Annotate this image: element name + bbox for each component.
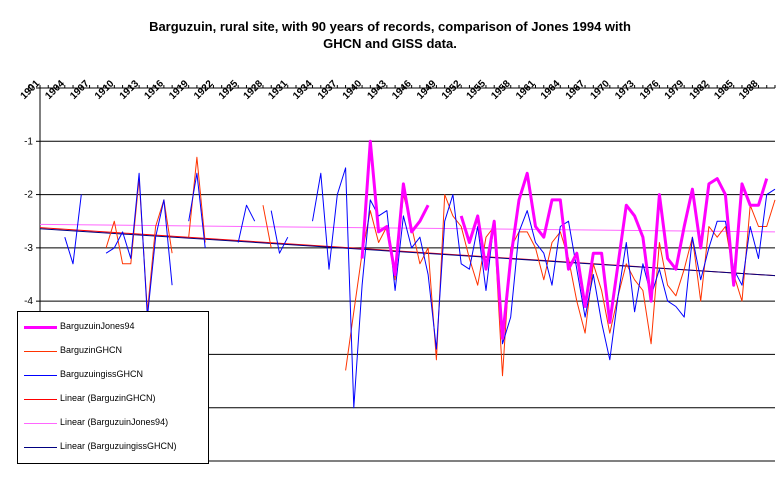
x-tick-label: 1955 (465, 78, 489, 102)
y-tick-label: -3 (24, 243, 33, 254)
series-line-barguzinghcn (188, 156, 206, 243)
series-lines (39, 139, 776, 409)
x-tick-label: 1922 (192, 78, 216, 102)
x-tick-label: 1988 (737, 78, 761, 102)
x-tick-label: 1979 (663, 78, 687, 102)
series-line-barguzuingissghcn (270, 210, 289, 254)
x-tick-label: 1973 (613, 78, 637, 102)
x-tick-label: 1976 (638, 78, 662, 102)
legend-swatch-linear-ghcn (24, 399, 57, 400)
x-tick-labels: 1901 1904 1907 1910 1913 1916 1919 1922 1925 1928… (19, 78, 761, 102)
x-tick-label: 1943 (365, 78, 389, 102)
legend-item-linear-jones94: Linear (BarguzuinJones94) (18, 414, 208, 434)
legend-label-linear-jones94: Linear (BarguzuinJones94) (60, 417, 169, 427)
chart-title-line-1: Barguzuin, rural site, with 90 years of … (149, 19, 631, 34)
y-tick-label: -4 (24, 296, 33, 307)
x-tick-label: 1934 (291, 78, 315, 102)
legend-label-jones94: BarguzuinJones94 (60, 321, 135, 331)
legend-swatch-linear-giss (24, 447, 57, 448)
legend-item-giss: BarguzuingissGHCN (18, 366, 208, 386)
legend-swatch-jones94 (24, 326, 57, 329)
legend-label-linear-ghcn: Linear (BarguzinGHCN) (60, 393, 156, 403)
x-tick-label: 1952 (440, 78, 464, 102)
series-line-barguzinghcn (345, 194, 776, 377)
x-tick-label: 1919 (167, 78, 191, 102)
x-tick-label: 1985 (712, 78, 736, 102)
x-tick-label: 1982 (688, 78, 712, 102)
series-line-barguzinghcn (262, 205, 272, 248)
legend-swatch-ghcn (24, 351, 57, 352)
series-line-barguzuingissghcn (105, 172, 173, 318)
legend-label-ghcn: BarguzinGHCN (60, 345, 123, 355)
axes (36, 85, 776, 462)
legend-item-jones94: BarguzuinJones94 (18, 318, 208, 338)
x-tick-label: 1961 (514, 78, 538, 102)
legend-label-giss: BarguzuingissGHCN (60, 369, 144, 379)
legend-swatch-linear-jones94 (24, 423, 57, 424)
chart-legend: BarguzuinJones94 BarguzinGHCN Barguzuing… (17, 311, 209, 464)
x-tick-label: 1967 (564, 78, 588, 102)
legend-item-linear-giss: Linear (BarguzuingissGHCN) (18, 438, 208, 458)
y-tick-label: -1 (24, 136, 33, 147)
x-tick-label: 1931 (266, 78, 290, 102)
y-tick-label: 0 (27, 83, 33, 94)
chart-title-line-2: GHCN and GISS data. (323, 36, 457, 51)
series-line-barguzuingissghcn (64, 194, 82, 265)
legend-swatch-giss (24, 375, 57, 376)
x-tick-label: 1916 (142, 78, 166, 102)
x-tick-label: 1937 (316, 78, 340, 102)
x-tick-label: 1901 (19, 78, 43, 102)
x-tick-label: 1907 (68, 78, 92, 102)
x-tick-label: 1925 (217, 78, 241, 102)
series-line-barguzuinjones94 (360, 139, 430, 276)
legend-item-linear-ghcn: Linear (BarguzinGHCN) (18, 390, 208, 410)
legend-item-ghcn: BarguzinGHCN (18, 342, 208, 362)
x-tick-label: 1964 (539, 78, 563, 102)
x-tick-label: 1910 (93, 78, 117, 102)
x-tick-label: 1904 (43, 78, 67, 102)
series-line-barguzuinjones94 (459, 171, 769, 340)
series-line-barguzuingissghcn (237, 204, 256, 243)
y-tick-label: -2 (24, 190, 33, 201)
chart-title: Barguzuin, rural site, with 90 years of … (0, 18, 780, 52)
x-tick-label: 1949 (415, 78, 439, 102)
x-tick-label: 1913 (118, 78, 142, 102)
x-tick-label: 1970 (588, 78, 612, 102)
series-line-linear-barguzuinjones94 (39, 223, 776, 233)
legend-label-linear-giss: Linear (BarguzuingissGHCN) (60, 441, 177, 451)
series-line-barguzuingissghcn (188, 172, 206, 248)
x-tick-label: 1928 (242, 78, 266, 102)
x-tick-label: 1958 (489, 78, 513, 102)
x-tick-label: 1946 (390, 78, 414, 102)
x-tick-label: 1940 (341, 78, 365, 102)
